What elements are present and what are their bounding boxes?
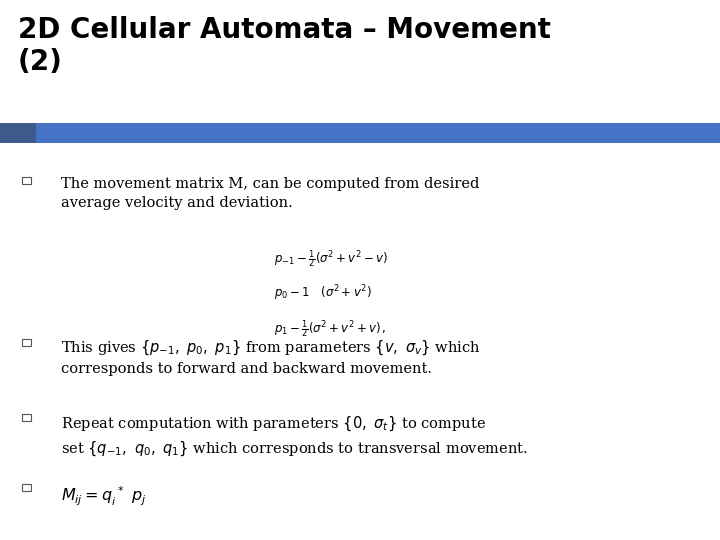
Text: Repeat computation with parameters $\{0,\ \sigma_t\}$ to compute
set $\{q_{-1},\: Repeat computation with parameters $\{0,…	[61, 414, 528, 457]
Text: $p_0 - 1\quad (\sigma^2 + v^2)$: $p_0 - 1\quad (\sigma^2 + v^2)$	[274, 284, 372, 303]
FancyBboxPatch shape	[22, 339, 31, 346]
Text: This gives $\{p_{-1},\ p_0,\ p_1\}$ from parameters $\{v,\ \sigma_v\}$ which
cor: This gives $\{p_{-1},\ p_0,\ p_1\}$ from…	[61, 339, 481, 376]
FancyBboxPatch shape	[36, 123, 720, 143]
Text: $M_{ij} = q_i^{\ *}\ p_j$: $M_{ij} = q_i^{\ *}\ p_j$	[61, 484, 147, 508]
Text: The movement matrix M, can be computed from desired
average velocity and deviati: The movement matrix M, can be computed f…	[61, 177, 480, 210]
FancyBboxPatch shape	[22, 484, 31, 491]
FancyBboxPatch shape	[22, 177, 31, 184]
FancyBboxPatch shape	[22, 414, 31, 421]
Text: $p_1 - \frac{1}{2}(\sigma^2 + v^2 + v)\,,$: $p_1 - \frac{1}{2}(\sigma^2 + v^2 + v)\,…	[274, 319, 386, 340]
FancyBboxPatch shape	[0, 123, 36, 143]
Text: $p_{-1} - \frac{1}{2}(\sigma^2 + v^2 - v)$: $p_{-1} - \frac{1}{2}(\sigma^2 + v^2 - v…	[274, 248, 387, 270]
Text: 2D Cellular Automata – Movement
(2): 2D Cellular Automata – Movement (2)	[18, 16, 551, 76]
